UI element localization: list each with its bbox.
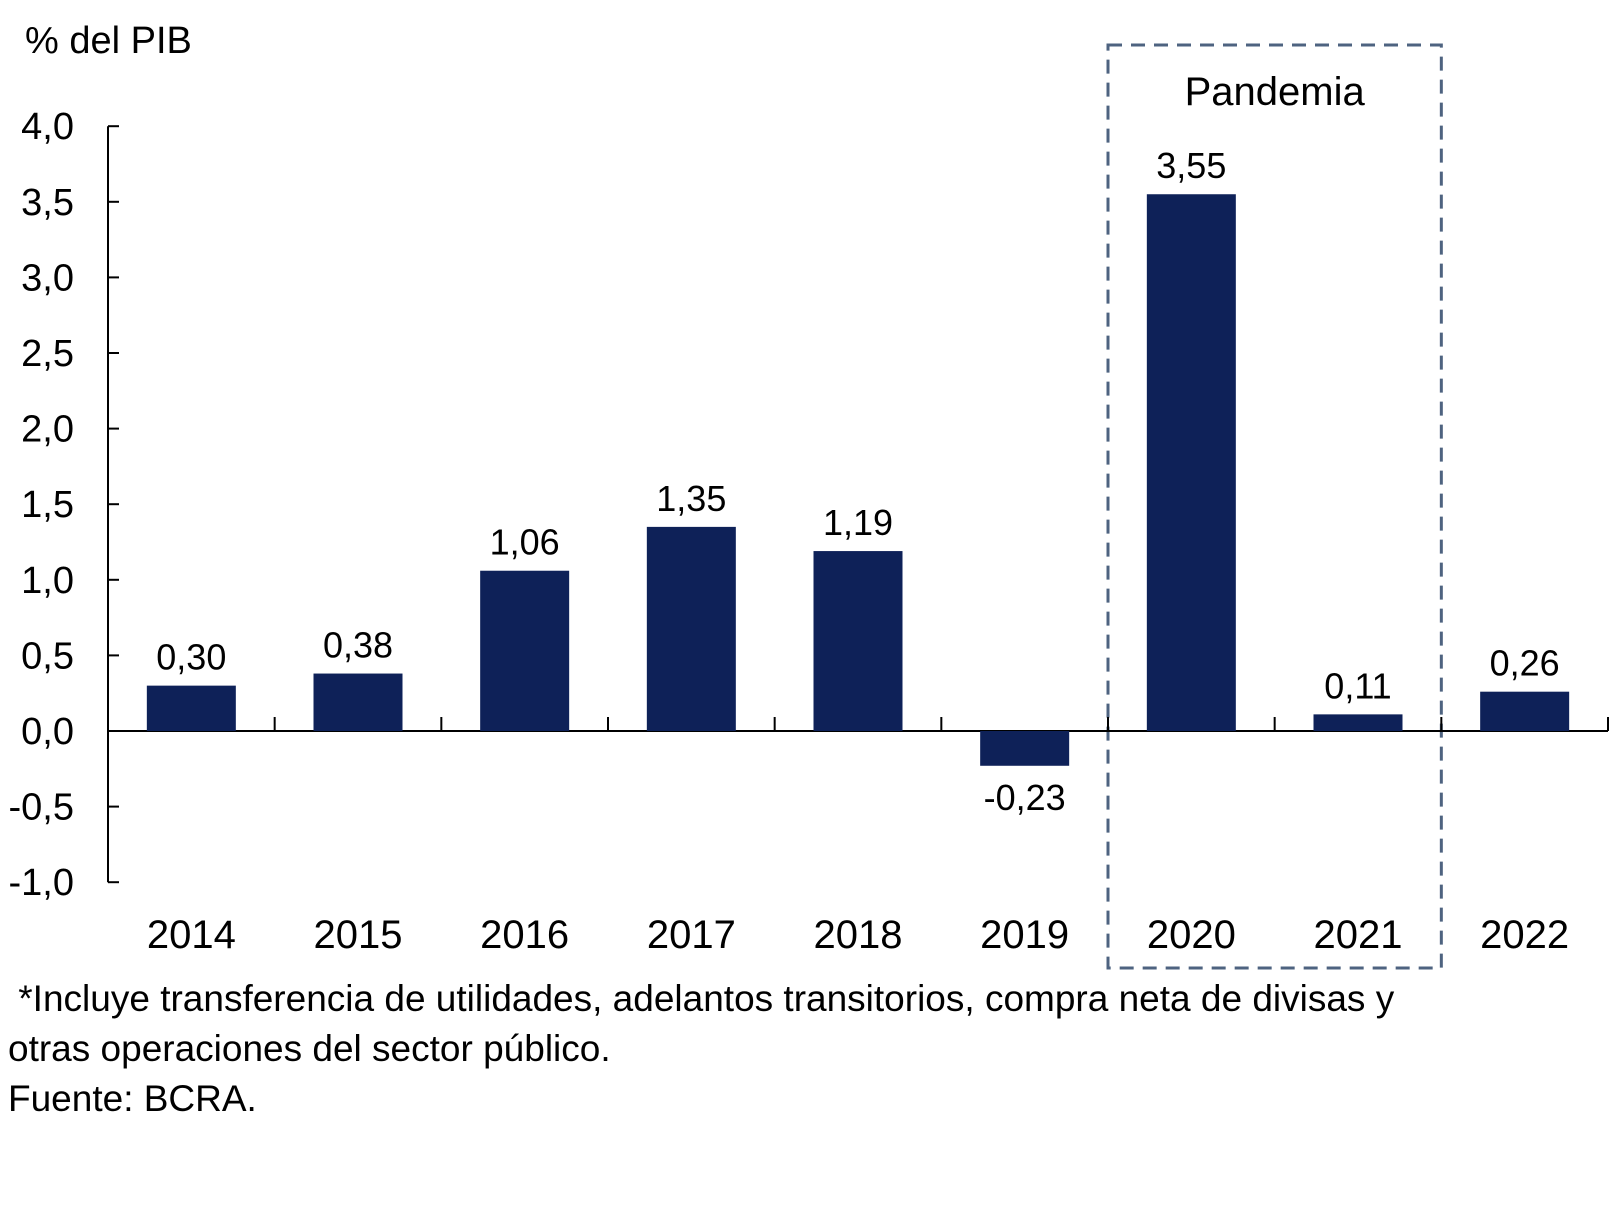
y-tick-label: 4,0 — [21, 106, 74, 148]
bar-chart: % del PIB Pandemia 4,0 3,5 3,0 2,5 2,0 1,5 1,0 0… — [9, 20, 1609, 970]
bar-2015 — [313, 673, 403, 731]
bar-value-label: 1,35 — [656, 478, 726, 519]
y-tick-label: -1,0 — [9, 862, 74, 904]
pandemic-label: Pandemia — [1185, 70, 1366, 114]
bar-2014 — [146, 685, 236, 731]
x-category-label: 2019 — [980, 913, 1069, 957]
bar-value-label: 1,19 — [823, 502, 893, 543]
y-tick-label: 3,0 — [21, 257, 74, 299]
x-category-label: 2014 — [147, 913, 236, 957]
y-tick-label: 2,0 — [21, 409, 74, 451]
bar-value-label: 0,38 — [323, 625, 393, 666]
bar-value-label: -0,23 — [984, 777, 1066, 818]
bar-value-label: 0,11 — [1324, 665, 1391, 706]
bar-2019 — [980, 731, 1070, 766]
x-category-label: 2020 — [1147, 913, 1236, 957]
x-category-label: 2022 — [1480, 913, 1569, 957]
bar-2016 — [480, 570, 570, 731]
bar-2022 — [1480, 691, 1570, 731]
bar-value-label: 0,30 — [156, 637, 226, 678]
x-category-label: 2017 — [647, 913, 736, 957]
bar-2017 — [646, 526, 736, 731]
bar-2018 — [813, 551, 903, 731]
bar-value-label: 3,55 — [1156, 145, 1226, 186]
footnote: *Incluye transferencia de utilidades, ad… — [8, 974, 1568, 1124]
y-tick-label: 3,5 — [21, 182, 74, 224]
footnote-line-2: otras operaciones del sector público. — [8, 1028, 611, 1069]
footnote-line-3: Fuente: BCRA. — [8, 1078, 257, 1119]
y-tick-label: 0,5 — [21, 635, 74, 677]
y-tick-label: 1,0 — [21, 560, 74, 602]
x-category-label: 2018 — [814, 913, 903, 957]
footnote-line-1: *Incluye transferencia de utilidades, ad… — [8, 978, 1395, 1019]
bar-value-label: 0,26 — [1490, 643, 1560, 684]
plot-area: Pandemia 4,0 3,5 3,0 2,5 2,0 1,5 1,0 0,5 0,0 -0,5 -… — [9, 43, 1609, 970]
bar-2020 — [1146, 194, 1236, 732]
bar-value-label: 1,06 — [490, 522, 560, 563]
y-axis-unit-label: % del PIB — [25, 20, 192, 62]
pandemic-dashed-box — [1106, 43, 1443, 970]
y-tick-label: -0,5 — [9, 787, 74, 829]
y-tick-label: 2,5 — [21, 333, 74, 375]
x-category-label: 2021 — [1314, 913, 1403, 957]
y-tick-label: 0,0 — [21, 711, 74, 753]
bar-2021 — [1313, 714, 1403, 731]
x-category-label: 2015 — [314, 913, 403, 957]
y-tick-label: 1,5 — [21, 484, 74, 526]
x-category-label: 2016 — [480, 913, 569, 957]
